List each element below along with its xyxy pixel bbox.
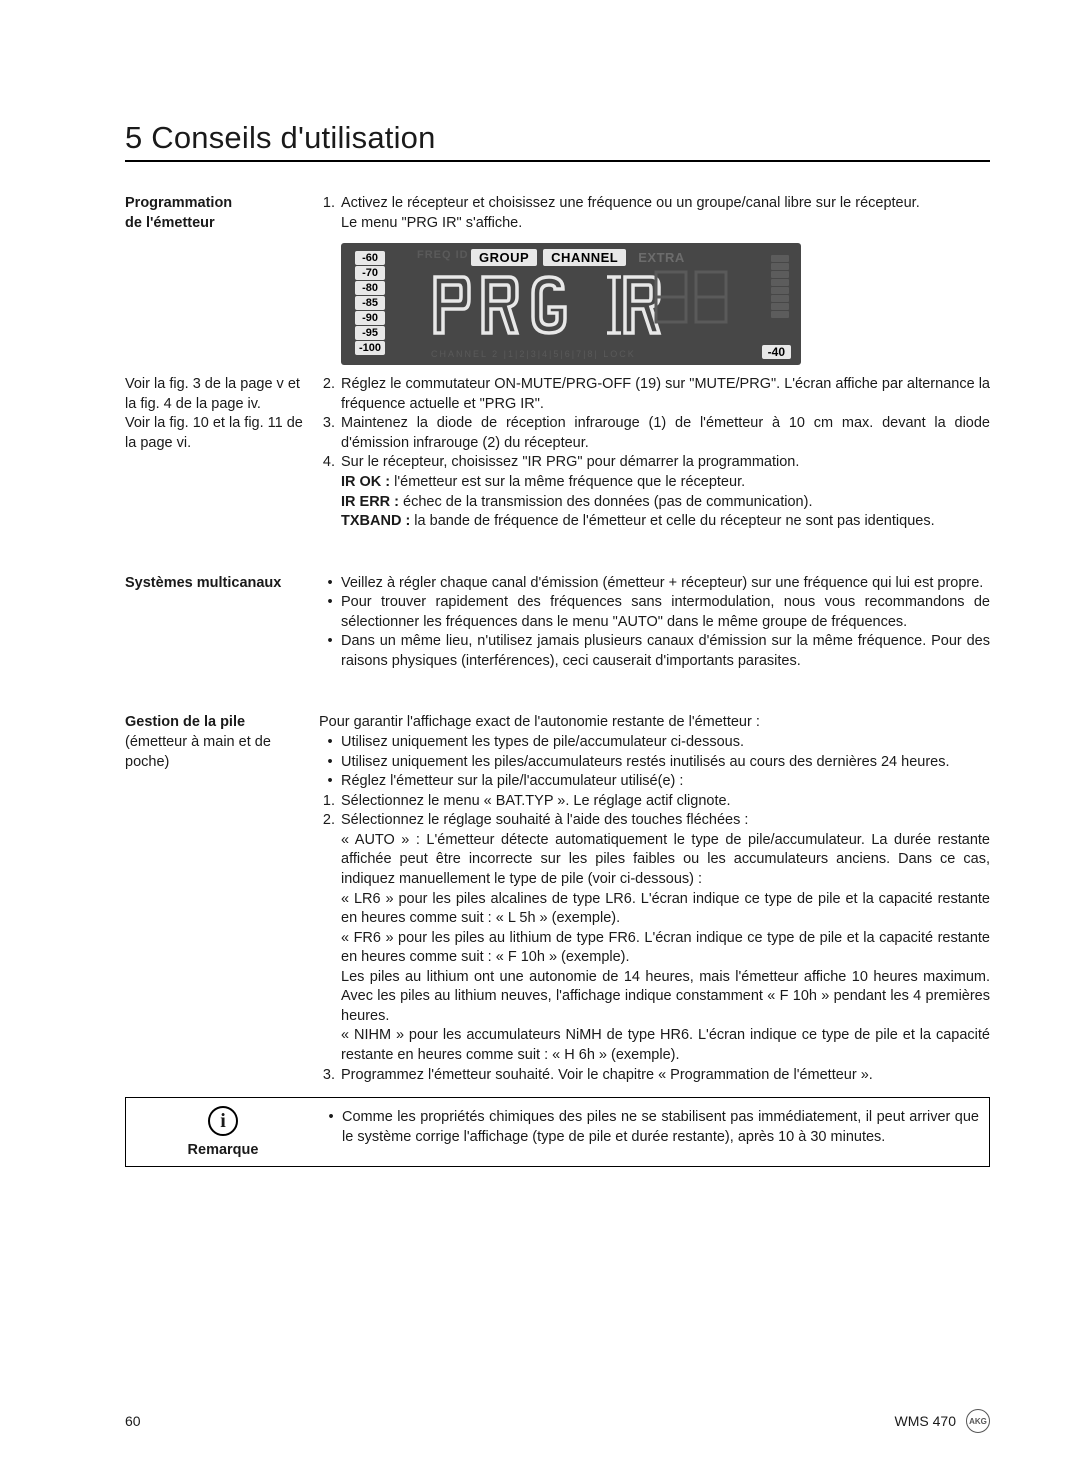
battery-lr6: « LR6 » pour les piles alcalines de type… xyxy=(319,890,990,929)
list-item: 1.Activez le récepteur et choisissez une… xyxy=(319,194,990,233)
section-programming-1: Programmation de l'émetteur 1.Activez le… xyxy=(125,194,990,375)
list-item: 2.Sélectionnez le réglage souhaité à l'a… xyxy=(319,811,990,831)
list-item: •Réglez l'émetteur sur la pile/l'accumul… xyxy=(319,772,990,792)
battery-fr6: « FR6 » pour les piles au lithium de typ… xyxy=(319,929,990,1027)
battery-nihm: « NIHM » pour les accumulateurs NiMH de … xyxy=(319,1026,990,1065)
lcd-bottom-ghost: CHANNEL 2 |1|2|3|4|5|6|7|8| LOCK xyxy=(431,349,636,359)
list-item: •Utilisez uniquement les types de pile/a… xyxy=(319,733,990,753)
section-multichannel: Systèmes multicanaux •Veillez à régler c… xyxy=(125,574,990,672)
list-item: 4. Sur le récepteur, choisissez "IR PRG"… xyxy=(319,453,990,531)
note-box: i Remarque •Comme les propriétés chimiqu… xyxy=(125,1097,990,1167)
lcd-forty: -40 xyxy=(762,345,791,359)
chapter-title: 5 Conseils d'utilisation xyxy=(125,120,990,162)
list-item: 3.Programmez l'émetteur souhaité. Voir l… xyxy=(319,1066,990,1086)
pill-group: GROUP xyxy=(471,249,537,266)
lcd-meter-left: -60 -70 -80 -85 -90 -95 -100 xyxy=(355,251,385,355)
battery-intro: Pour garantir l'affichage exact de l'aut… xyxy=(319,713,990,733)
main-programming-1: 1.Activez le récepteur et choisissez une… xyxy=(319,194,990,375)
list-item: •Comme les propriétés chimiques des pile… xyxy=(320,1108,979,1147)
pill-extra: EXTRA xyxy=(632,249,691,266)
manual-page: 5 Conseils d'utilisation Programmation d… xyxy=(0,0,1080,1475)
main-multichannel: •Veillez à régler chaque canal d'émissio… xyxy=(319,574,990,672)
note-body: •Comme les propriétés chimiques des pile… xyxy=(320,1098,989,1166)
side-heading-multichannel: Systèmes multicanaux xyxy=(125,574,319,594)
note-label: Remarque xyxy=(188,1142,259,1158)
pill-channel: CHANNEL xyxy=(543,249,626,266)
main-battery: Pour garantir l'affichage exact de l'aut… xyxy=(319,713,990,1085)
list-item: 3.Maintenez la diode de réception infrar… xyxy=(319,414,990,453)
section-programming-2: Voir la fig. 3 de la page v et la fig. 4… xyxy=(125,375,990,532)
side-heading-programming: Programmation de l'émetteur xyxy=(125,194,319,233)
list-item: •Veillez à régler chaque canal d'émissio… xyxy=(319,574,990,594)
list-item: 2.Réglez le commutateur ON-MUTE/PRG-OFF … xyxy=(319,375,990,414)
note-side: i Remarque xyxy=(126,1098,320,1166)
side-heading-battery: Gestion de la pile (émetteur à main et d… xyxy=(125,713,319,772)
lcd-side-meter xyxy=(771,255,789,318)
lcd-illustration: -60 -70 -80 -85 -90 -95 -100 FREQ ID GRO… xyxy=(341,243,990,365)
lcd-pills: GROUP CHANNEL EXTRA xyxy=(471,249,691,266)
lcd-prgir xyxy=(431,273,663,337)
list-item: •Dans un même lieu, n'utilisez jamais pl… xyxy=(319,632,990,671)
side-title-line2: de l'émetteur xyxy=(125,215,215,231)
list-item: •Pour trouver rapidement des fréquences … xyxy=(319,593,990,632)
brand-logo-icon: AKG xyxy=(966,1409,990,1433)
list-item: 1.Sélectionnez le menu « BAT.TYP ». Le r… xyxy=(319,792,990,812)
side-title-line1: Programmation xyxy=(125,195,232,211)
list-item: •Utilisez uniquement les piles/accumulat… xyxy=(319,753,990,773)
main-programming-2: 2.Réglez le commutateur ON-MUTE/PRG-OFF … xyxy=(319,375,990,532)
battery-auto: « AUTO » : L'émetteur détecte automatiqu… xyxy=(319,831,990,890)
section-battery: Gestion de la pile (émetteur à main et d… xyxy=(125,713,990,1085)
page-number: 60 xyxy=(125,1413,141,1429)
info-icon: i xyxy=(208,1106,238,1136)
lcd-ghost-top: FREQ ID xyxy=(417,249,469,261)
page-footer: 60 WMS 470 AKG xyxy=(125,1409,990,1433)
lcd-ghost-seg xyxy=(653,269,729,325)
model-label: WMS 470 xyxy=(895,1413,956,1429)
side-fig-refs: Voir la fig. 3 de la page v et la fig. 4… xyxy=(125,375,319,453)
